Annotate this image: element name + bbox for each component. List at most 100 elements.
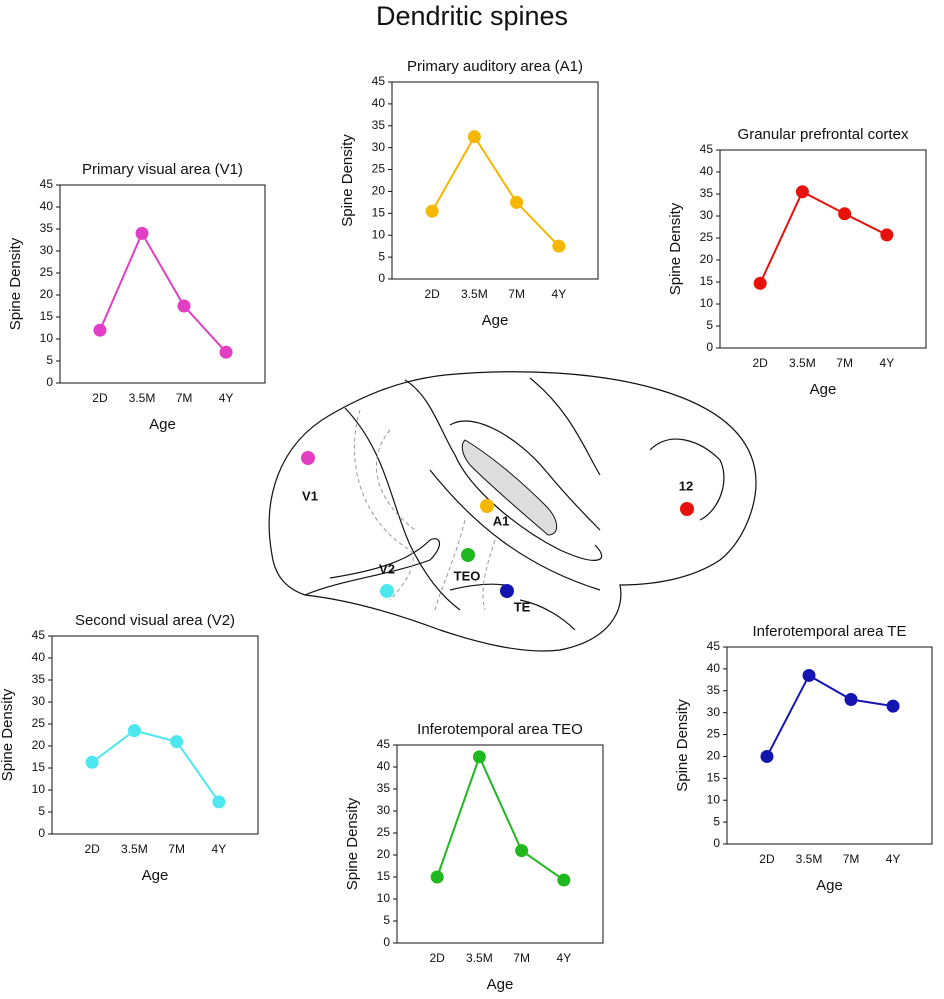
plot-frame xyxy=(719,149,927,349)
data-point xyxy=(844,693,858,707)
x-tick-label: 3.5M xyxy=(789,356,816,370)
chart: Inferotemporal area TE Age Spine Density 0 5… xyxy=(674,623,933,894)
area-border xyxy=(375,429,416,531)
data-point xyxy=(177,299,191,313)
data-point xyxy=(93,323,107,337)
data-point xyxy=(430,870,444,884)
y-tick-label: 20 xyxy=(707,749,721,763)
area-marker xyxy=(461,548,475,562)
area-marker xyxy=(500,584,514,598)
area-marker xyxy=(380,584,394,598)
sulcus xyxy=(344,407,461,611)
data-line xyxy=(91,729,220,803)
x-tick-label: 3.5M xyxy=(796,852,823,866)
y-tick-label: 0 xyxy=(713,836,720,850)
y-tick-label: 35 xyxy=(707,683,721,697)
chart: Primary auditory area (A1) Age Spine Densi… xyxy=(339,58,599,329)
x-tick-label: 2D xyxy=(84,842,100,856)
area-label: TE xyxy=(514,599,531,614)
y-tick-label: 0 xyxy=(46,375,53,389)
x-axis-label: Age xyxy=(816,877,843,894)
area-border xyxy=(434,519,466,611)
y-tick-label: 0 xyxy=(383,935,390,949)
x-tick-label: 4Y xyxy=(219,391,234,405)
sulcus xyxy=(449,420,601,531)
y-tick-label: 25 xyxy=(377,825,391,839)
y-tick-label: 10 xyxy=(32,782,46,796)
data-point xyxy=(795,185,809,199)
y-tick-label: 15 xyxy=(707,771,721,785)
x-axis-label: Age xyxy=(149,416,176,433)
y-tick-label: 10 xyxy=(372,227,386,241)
plot-frame xyxy=(396,744,604,944)
data-line xyxy=(759,190,888,284)
y-tick-label: 25 xyxy=(372,162,386,176)
data-line xyxy=(431,134,560,247)
data-point xyxy=(472,750,486,764)
brain-outline xyxy=(268,371,757,652)
data-point xyxy=(425,204,439,218)
x-tick-label: 3.5M xyxy=(129,391,156,405)
plot-frame xyxy=(726,646,933,845)
y-tick-label: 35 xyxy=(377,781,391,795)
y-tick-label: 35 xyxy=(32,672,46,686)
y-tick-label: 20 xyxy=(372,184,386,198)
data-point xyxy=(510,195,524,209)
y-axis-label: Spine Density xyxy=(0,688,16,781)
data-point xyxy=(753,276,767,290)
area-label: V2 xyxy=(379,561,395,576)
data-line xyxy=(436,754,565,881)
area-label: V1 xyxy=(302,488,318,503)
sulcus xyxy=(519,599,576,631)
sulcus xyxy=(304,538,440,596)
y-tick-label: 5 xyxy=(378,249,385,263)
y-tick-label: 15 xyxy=(40,309,54,323)
data-point xyxy=(552,239,566,253)
y-tick-label: 0 xyxy=(706,340,713,354)
y-tick-label: 10 xyxy=(707,792,721,806)
chart: Second visual area (V2) Age Spine Density 0… xyxy=(0,612,259,884)
data-point xyxy=(838,207,852,221)
y-tick-label: 45 xyxy=(707,639,721,653)
y-tick-label: 40 xyxy=(32,650,46,664)
figure-title: Dendritic spines xyxy=(376,1,568,31)
y-tick-label: 35 xyxy=(40,221,54,235)
sulcus xyxy=(649,438,725,521)
data-point xyxy=(467,130,481,144)
y-tick-label: 40 xyxy=(700,164,714,178)
y-tick-label: 15 xyxy=(700,274,714,288)
y-tick-label: 5 xyxy=(383,913,390,927)
y-tick-label: 10 xyxy=(40,331,54,345)
y-tick-label: 20 xyxy=(32,738,46,752)
y-tick-label: 45 xyxy=(40,177,54,191)
area-border xyxy=(354,409,414,601)
y-tick-label: 30 xyxy=(40,243,54,257)
x-tick-label: 7M xyxy=(508,287,525,301)
area-marker xyxy=(480,499,494,513)
chart-title: Primary visual area (V1) xyxy=(82,161,243,178)
x-tick-label: 3.5M xyxy=(461,287,488,301)
x-tick-label: 2D xyxy=(424,287,440,301)
chart-title: Inferotemporal area TEO xyxy=(417,721,583,738)
y-tick-label: 20 xyxy=(377,847,391,861)
data-point xyxy=(760,749,774,763)
y-tick-label: 15 xyxy=(372,206,386,220)
chart-title: Granular prefrontal cortex xyxy=(738,126,909,143)
y-tick-label: 40 xyxy=(372,96,386,110)
y-tick-label: 5 xyxy=(46,353,53,367)
x-axis-label: Age xyxy=(482,312,509,329)
x-tick-label: 4Y xyxy=(552,287,567,301)
y-tick-label: 40 xyxy=(40,199,54,213)
y-tick-label: 40 xyxy=(377,759,391,773)
data-line xyxy=(99,231,227,353)
y-axis-label: Spine Density xyxy=(667,202,684,295)
plot-frame xyxy=(59,184,266,384)
data-point xyxy=(886,699,900,713)
y-tick-label: 25 xyxy=(32,716,46,730)
data-point xyxy=(219,345,233,359)
y-tick-label: 45 xyxy=(372,74,386,88)
x-tick-label: 3.5M xyxy=(466,951,493,965)
y-tick-label: 10 xyxy=(700,296,714,310)
sulcus xyxy=(449,583,506,591)
y-axis-label: Spine Density xyxy=(674,699,691,792)
